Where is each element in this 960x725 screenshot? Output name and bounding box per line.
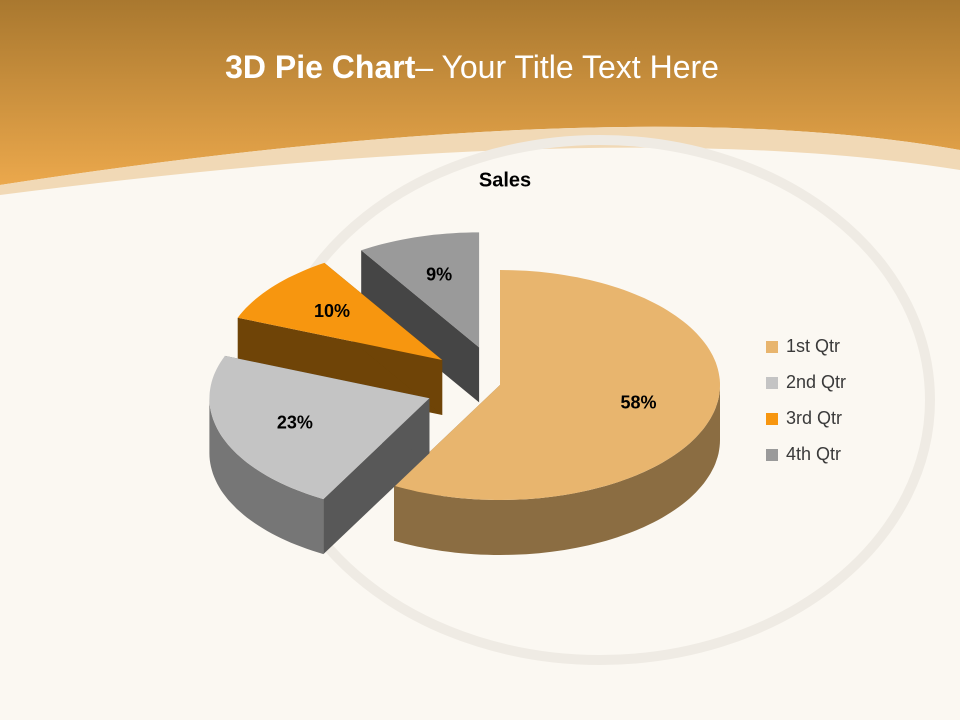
slice-side <box>394 385 720 555</box>
legend-swatch <box>766 413 778 425</box>
legend: 1st Qtr 2nd Qtr 3rd Qtr 4th Qtr <box>766 336 846 464</box>
pie-slice <box>361 232 480 348</box>
data-label: 9% <box>426 264 452 284</box>
data-label: 58% <box>620 392 656 412</box>
header-curve <box>0 126 960 195</box>
chart-title: Sales <box>479 169 531 191</box>
legend-swatch <box>766 377 778 389</box>
slice-side <box>209 398 324 555</box>
header-band <box>0 0 960 185</box>
legend-label: 3rd Qtr <box>786 408 842 428</box>
data-label: 10% <box>314 301 350 321</box>
pie-slice <box>394 270 720 500</box>
slide-title-rest: – Your Title Text Here <box>415 49 719 85</box>
slide-title: 3D Pie Chart– Your Title Text Here <box>225 49 719 85</box>
slice-wall <box>361 250 480 403</box>
pie-slice <box>209 355 430 500</box>
legend-swatch <box>766 449 778 461</box>
pie-slice <box>237 262 443 360</box>
pie: 58% 23% 10% 9% <box>209 232 720 555</box>
data-label: 23% <box>277 412 313 432</box>
legend-swatch <box>766 341 778 353</box>
slide-title-bold: 3D Pie Chart <box>225 49 416 85</box>
legend-label: 2nd Qtr <box>786 372 846 392</box>
legend-label: 1st Qtr <box>786 336 840 356</box>
legend-label: 4th Qtr <box>786 444 841 464</box>
